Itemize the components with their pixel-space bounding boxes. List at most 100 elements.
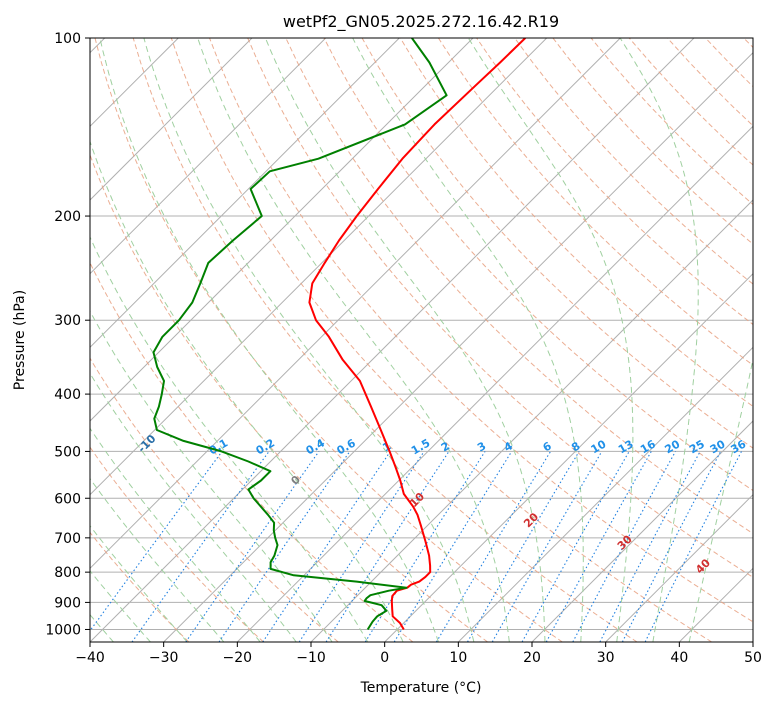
isotherm (90, 38, 400, 349)
dry-adiabat (247, 38, 753, 578)
isotherm (90, 38, 695, 642)
mixing-ratio-line (435, 451, 552, 642)
mixing-ratio-line (521, 451, 630, 642)
chart-title: wetPf2_GN05.2025.272.16.42.R19 (283, 12, 559, 32)
y-tick-label: 800 (54, 565, 81, 581)
mixing-ratio-label: 20 (662, 437, 682, 456)
y-tick-label: 200 (54, 209, 81, 225)
mixing-ratio-label: 36 (728, 437, 748, 456)
isotherm (752, 641, 753, 642)
moist-adiabat-label: 10 (407, 490, 427, 510)
y-tick-label: 100 (54, 31, 81, 47)
moist-adiabat (197, 38, 510, 642)
y-tick-label: 1000 (45, 622, 81, 638)
skewed-isotherms (90, 38, 753, 642)
dry-adiabat (705, 38, 753, 88)
moist-adiabat-label: 0 (288, 473, 303, 488)
moist-adiabat-label: 40 (693, 556, 713, 576)
dry-adiabat (552, 38, 753, 245)
x-tick-label: 20 (523, 650, 541, 666)
moist-adiabat (90, 477, 225, 642)
mixing-ratio-line (131, 451, 270, 642)
mixing-ratio-line (218, 451, 351, 642)
isotherm (678, 567, 753, 642)
mixing-ratio-line (545, 451, 652, 642)
x-tick-label: 40 (670, 650, 688, 666)
x-tick-label: 10 (449, 650, 467, 666)
dry-adiabats (90, 38, 753, 642)
dry-adiabat (90, 153, 488, 642)
mixing-ratio-label: 16 (638, 437, 658, 456)
mixing-ratio-line (262, 451, 391, 642)
x-tick-label: −40 (75, 650, 105, 666)
isotherm (605, 493, 753, 642)
dry-adiabat (590, 38, 753, 206)
mixing-ratio-label: 3 (475, 439, 488, 454)
dry-adiabat-label: -30 (0, 367, 2, 390)
isotherm (531, 420, 753, 642)
moist-adiabat-label: 20 (521, 510, 541, 530)
mixing-ratio-label: 10 (589, 437, 609, 456)
dry-adiabat (514, 38, 753, 285)
mixing-ratio-line (325, 451, 450, 642)
moist-adiabat (90, 235, 369, 642)
mixing-ratio-line (644, 451, 742, 642)
isotherm (90, 38, 621, 570)
moist-adiabat (90, 372, 297, 642)
moist-adiabat (99, 38, 439, 642)
moist-adiabat (90, 139, 404, 642)
dry-adiabat (743, 38, 753, 49)
moist-adiabat (619, 38, 699, 642)
mixing-ratio-line (572, 451, 676, 642)
mixing-ratio-label: 30 (708, 437, 728, 456)
y-tick-label: 700 (54, 531, 81, 547)
moist-adiabat-label: 30 (615, 532, 635, 552)
plot-frame (89, 37, 754, 643)
x-tick-label: −30 (149, 650, 179, 666)
isotherm (384, 272, 753, 642)
dry-adiabat (437, 38, 753, 366)
dry-adiabat (667, 38, 753, 127)
dry-adiabat (323, 38, 753, 492)
dry-adiabat (209, 38, 753, 623)
x-tick-label: 0 (380, 650, 389, 666)
dry-adiabat (90, 261, 414, 642)
y-axis: 1000 900 800 700 600 500 400 300 200 100 (45, 31, 90, 638)
y-axis-label: Pressure (hPa) (12, 290, 28, 390)
moist-adiabat (90, 524, 188, 642)
mixing-ratio-line (393, 451, 513, 642)
x-tick-label: −10 (296, 650, 326, 666)
dry-adiabat (399, 38, 753, 408)
mixing-ratio-line (599, 451, 701, 642)
y-tick-label: 400 (54, 387, 81, 403)
mixing-ratio-label: 0.6 (335, 436, 359, 457)
mixing-ratio-line (298, 451, 425, 642)
x-axis-label: Temperature (°C) (360, 680, 482, 696)
isotherm (310, 199, 753, 642)
dry-adiabat (170, 38, 712, 642)
mixing-ratio-line (185, 451, 320, 642)
y-tick-label: 300 (54, 313, 81, 329)
isotherm (90, 38, 253, 201)
moist-adiabat (467, 38, 634, 642)
profiles (152, 38, 526, 631)
mixing-ratio-label: 25 (687, 437, 707, 456)
dewpoint-profile (152, 38, 448, 631)
mixing-ratio-label: 6 (541, 439, 554, 454)
moist-adiabat (264, 38, 546, 642)
moist-adiabat (90, 570, 151, 642)
dry-adiabat (90, 357, 339, 642)
dry-adiabat (94, 38, 563, 642)
y-tick-label: 900 (54, 595, 81, 611)
moist-adiabat (688, 357, 753, 642)
moist-adiabat (352, 38, 584, 642)
x-axis: −40 −30 −20 −10 0 10 20 30 40 50 (75, 642, 762, 666)
moist-adiabat (143, 38, 475, 642)
moist-adiabats (90, 38, 753, 642)
dry-adiabat (132, 38, 638, 642)
mixing-ratio-label: 1.5 (409, 436, 432, 457)
mixing-ratio-lines (90, 451, 742, 642)
isotherm (457, 346, 753, 642)
x-tick-label: 30 (597, 650, 615, 666)
